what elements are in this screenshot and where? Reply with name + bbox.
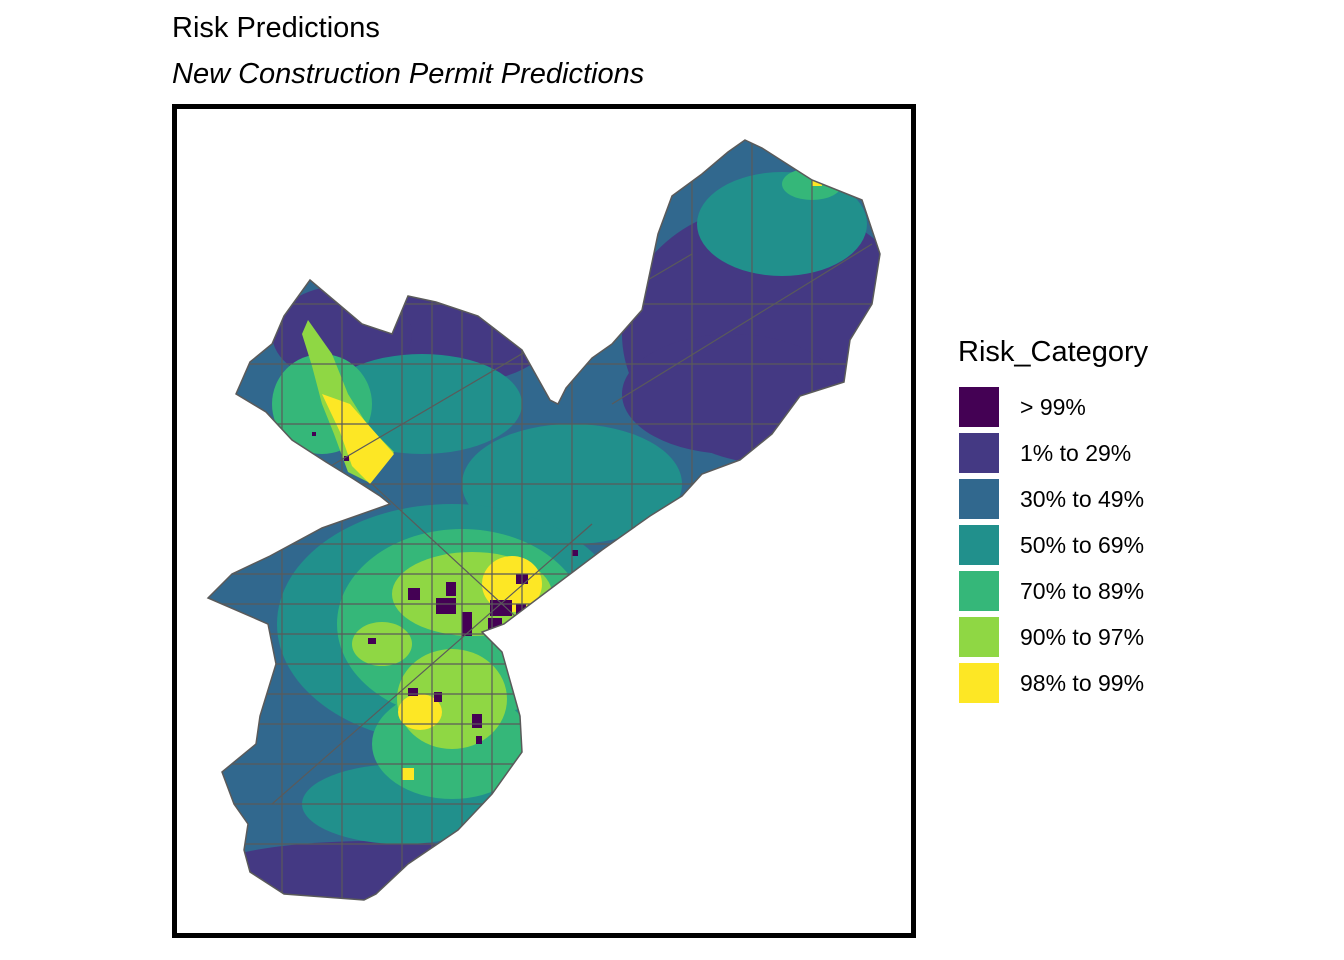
hotspot (408, 688, 418, 696)
hotspot (408, 588, 420, 600)
legend-item-70-89: 70% to 89% (958, 568, 1148, 614)
hotspot (434, 692, 442, 702)
city-boundary (206, 139, 881, 901)
tract-line (271, 523, 593, 805)
legend-item-30-49: 30% to 49% (958, 476, 1148, 522)
legend-swatch (958, 478, 1000, 520)
risk-zone-west-center (352, 622, 412, 666)
legend-item-1-29: 1% to 29% (958, 430, 1148, 476)
hotspot (462, 612, 472, 636)
legend: Risk_Category > 99% 1% to 29% 30% to 49%… (958, 334, 1148, 706)
legend-label: 70% to 89% (1020, 578, 1145, 604)
hotspot (436, 598, 456, 614)
legend-swatch (958, 570, 1000, 612)
risk-zone-wissahickon-peak (322, 394, 394, 484)
map-panel (172, 104, 916, 938)
legend-label: 90% to 97% (1020, 624, 1145, 650)
legend-swatch (958, 386, 1000, 428)
legend-label: 98% to 99% (1020, 670, 1145, 696)
hotspot (476, 736, 482, 744)
hotspot (572, 550, 578, 556)
hotspot (472, 714, 482, 728)
legend-title: Risk_Category (958, 336, 1149, 368)
legend-swatch (958, 662, 1000, 704)
map-title: Risk Predictions (172, 12, 380, 44)
risk-zone-south-spot (402, 768, 414, 780)
map-subtitle: New Construction Permit Predictions (172, 58, 645, 90)
legend-item-gt99: > 99% (958, 384, 1148, 430)
legend-label: 50% to 69% (1020, 532, 1145, 558)
legend-swatch (958, 432, 1000, 474)
legend-swatch (958, 616, 1000, 658)
legend-label: 1% to 29% (1020, 440, 1132, 466)
tract-line (611, 243, 873, 405)
hotspot (368, 638, 376, 644)
legend-swatch (958, 524, 1000, 566)
legend-item-90-97: 90% to 97% (958, 614, 1148, 660)
hotspot (446, 582, 456, 596)
legend-label: > 99% (1020, 394, 1086, 420)
risk-zone-fishtown-peak (482, 556, 542, 612)
legend-item-50-69: 50% to 69% (958, 522, 1148, 568)
risk-zone-south-peak (398, 694, 442, 730)
legend-item-98-99: 98% to 99% (958, 660, 1148, 706)
hotspot (312, 432, 316, 436)
hotspot (344, 456, 349, 461)
legend-label: 30% to 49% (1020, 486, 1145, 512)
risk-map (172, 104, 916, 938)
